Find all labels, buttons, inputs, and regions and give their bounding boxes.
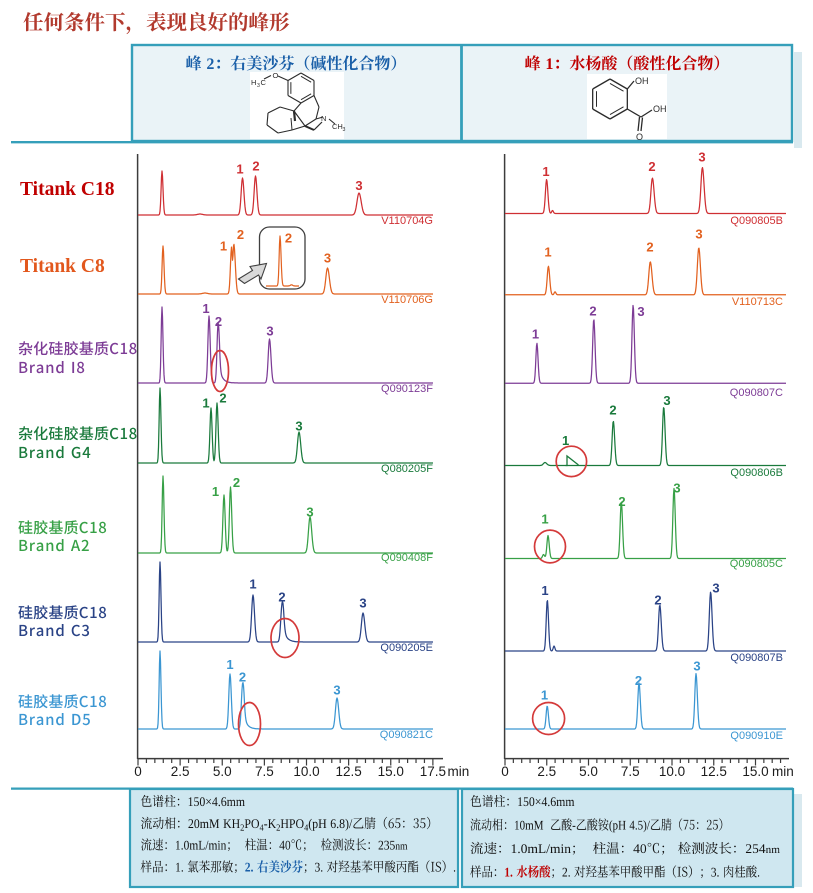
svg-text:2: 2 bbox=[285, 231, 292, 246]
svg-text:Q090123F: Q090123F bbox=[381, 383, 433, 395]
svg-text:15.0: 15.0 bbox=[378, 764, 404, 779]
svg-text:O: O bbox=[636, 132, 643, 142]
svg-text:1: 1 bbox=[226, 657, 233, 672]
svg-text:2: 2 bbox=[635, 673, 642, 688]
svg-text:Q090806B: Q090806B bbox=[730, 467, 783, 479]
svg-text:2: 2 bbox=[646, 240, 653, 255]
svg-text:10.0: 10.0 bbox=[293, 764, 319, 779]
svg-text:2: 2 bbox=[219, 391, 226, 406]
svg-text:Q080205F: Q080205F bbox=[381, 463, 433, 475]
svg-text:Q090408F: Q090408F bbox=[381, 552, 433, 564]
svg-text:2: 2 bbox=[278, 590, 285, 605]
svg-text:Q090807B: Q090807B bbox=[730, 652, 783, 664]
svg-text:C: C bbox=[261, 78, 267, 87]
svg-text:1: 1 bbox=[532, 327, 539, 342]
svg-text:3: 3 bbox=[712, 581, 719, 596]
svg-text:3: 3 bbox=[637, 304, 644, 319]
svg-text:12.5: 12.5 bbox=[335, 764, 361, 779]
svg-text:1: 1 bbox=[542, 164, 549, 179]
svg-text:min: min bbox=[448, 764, 470, 779]
svg-text:3: 3 bbox=[266, 324, 273, 339]
svg-text:3: 3 bbox=[693, 659, 700, 674]
svg-text:17.5: 17.5 bbox=[420, 764, 446, 779]
svg-text:1: 1 bbox=[236, 162, 243, 177]
svg-text:7.5: 7.5 bbox=[621, 764, 640, 779]
svg-text:1: 1 bbox=[202, 301, 209, 316]
svg-text:3: 3 bbox=[306, 505, 313, 520]
svg-text:1: 1 bbox=[220, 239, 227, 254]
svg-text:1: 1 bbox=[202, 396, 209, 411]
svg-text:3: 3 bbox=[663, 393, 670, 408]
svg-text:min: min bbox=[772, 764, 794, 779]
svg-text:3: 3 bbox=[324, 251, 331, 266]
svg-text:5.0: 5.0 bbox=[213, 764, 232, 779]
svg-text:V110704G: V110704G bbox=[381, 215, 433, 227]
svg-text:Q090821C: Q090821C bbox=[380, 729, 433, 741]
svg-text:2: 2 bbox=[239, 670, 246, 685]
svg-text:15.0: 15.0 bbox=[742, 764, 768, 779]
svg-text:3: 3 bbox=[355, 178, 362, 193]
svg-text:7.5: 7.5 bbox=[255, 764, 274, 779]
svg-text:N: N bbox=[321, 114, 326, 123]
svg-text:OH: OH bbox=[635, 76, 649, 86]
svg-text:2: 2 bbox=[252, 159, 259, 174]
svg-text:Q090205E: Q090205E bbox=[380, 642, 433, 654]
svg-text:1: 1 bbox=[544, 245, 551, 260]
svg-text:1: 1 bbox=[212, 484, 219, 499]
svg-text:2: 2 bbox=[618, 494, 625, 509]
svg-text:2: 2 bbox=[654, 593, 661, 608]
svg-text:O: O bbox=[273, 71, 279, 80]
svg-text:2: 2 bbox=[648, 159, 655, 174]
svg-text:12.5: 12.5 bbox=[701, 764, 727, 779]
svg-text:Q090805C: Q090805C bbox=[730, 558, 783, 570]
svg-text:3: 3 bbox=[695, 227, 702, 242]
svg-text:H: H bbox=[251, 78, 256, 87]
svg-text:3: 3 bbox=[698, 150, 705, 165]
svg-text:10.0: 10.0 bbox=[659, 764, 685, 779]
svg-text:1: 1 bbox=[541, 583, 548, 598]
svg-text:0: 0 bbox=[501, 764, 509, 779]
svg-text:2: 2 bbox=[609, 403, 616, 418]
svg-text:1: 1 bbox=[249, 577, 256, 592]
svg-text:0: 0 bbox=[134, 764, 142, 779]
svg-text:1: 1 bbox=[562, 433, 569, 448]
svg-text:Q090910E: Q090910E bbox=[730, 730, 783, 742]
svg-text:1: 1 bbox=[541, 512, 548, 527]
svg-text:2.5: 2.5 bbox=[537, 764, 556, 779]
svg-text:3: 3 bbox=[295, 419, 302, 434]
svg-text:3: 3 bbox=[359, 596, 366, 611]
svg-text:CH: CH bbox=[332, 122, 343, 131]
svg-text:3: 3 bbox=[333, 683, 340, 698]
svg-text:Titank C8: Titank C8 bbox=[20, 256, 105, 277]
svg-text:2.5: 2.5 bbox=[171, 764, 190, 779]
svg-text:3: 3 bbox=[673, 481, 680, 496]
svg-text:2: 2 bbox=[589, 304, 596, 319]
svg-text:OH: OH bbox=[653, 104, 667, 114]
svg-text:5.0: 5.0 bbox=[579, 764, 598, 779]
svg-text:3: 3 bbox=[343, 127, 346, 133]
svg-text:3: 3 bbox=[257, 83, 260, 89]
svg-text:V110706G: V110706G bbox=[381, 294, 433, 306]
svg-text:V110713C: V110713C bbox=[732, 296, 783, 308]
svg-text:Q090805B: Q090805B bbox=[730, 215, 783, 227]
svg-text:Titank C18: Titank C18 bbox=[20, 179, 115, 200]
svg-text:2: 2 bbox=[237, 227, 244, 242]
svg-text:2: 2 bbox=[215, 314, 222, 329]
svg-text:1: 1 bbox=[541, 688, 548, 703]
svg-text:Q090807C: Q090807C bbox=[730, 387, 783, 399]
svg-text:2: 2 bbox=[233, 475, 240, 490]
